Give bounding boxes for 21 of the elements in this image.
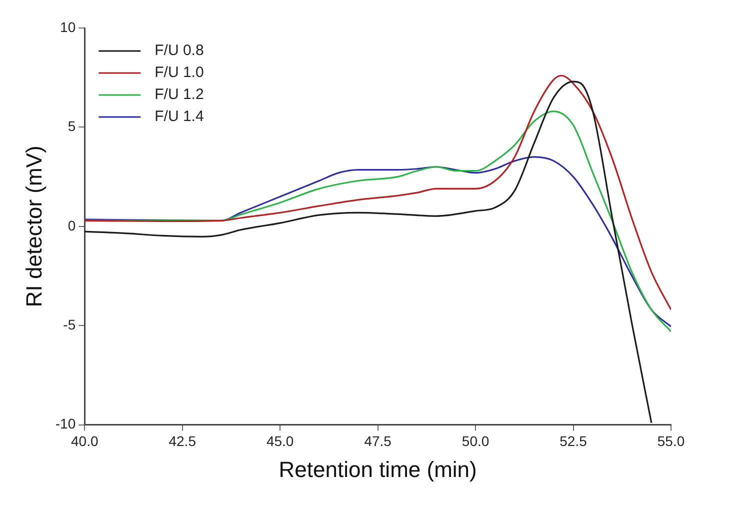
y-tick-label: 5 <box>68 118 76 134</box>
y-tick-label: -5 <box>63 316 76 332</box>
y-tick-label: -10 <box>55 416 76 432</box>
x-tick-label: 52.5 <box>560 433 588 450</box>
legend-label: F/U 0.8 <box>154 42 204 60</box>
x-tick-label: 45.0 <box>266 433 294 450</box>
x-tick-label: 42.5 <box>168 433 196 450</box>
y-tick-label: 10 <box>60 18 76 35</box>
x-tick-label: 47.5 <box>364 433 392 450</box>
line-series <box>84 110 671 332</box>
y-axis-title: RI detector (mV) <box>21 146 46 308</box>
x-tick-label: 55.0 <box>657 433 685 450</box>
x-tick-label: 40.0 <box>71 433 98 450</box>
line-series <box>84 80 652 424</box>
line-series <box>84 156 671 328</box>
legend-label: F/U 1.0 <box>154 64 204 82</box>
legend-label: F/U 1.4 <box>154 108 204 126</box>
y-tick-label: 0 <box>68 217 76 234</box>
x-tick-label: 50.0 <box>462 433 490 450</box>
legend-label: F/U 1.2 <box>154 86 204 104</box>
x-axis-title: Retention time (min) <box>278 456 477 482</box>
